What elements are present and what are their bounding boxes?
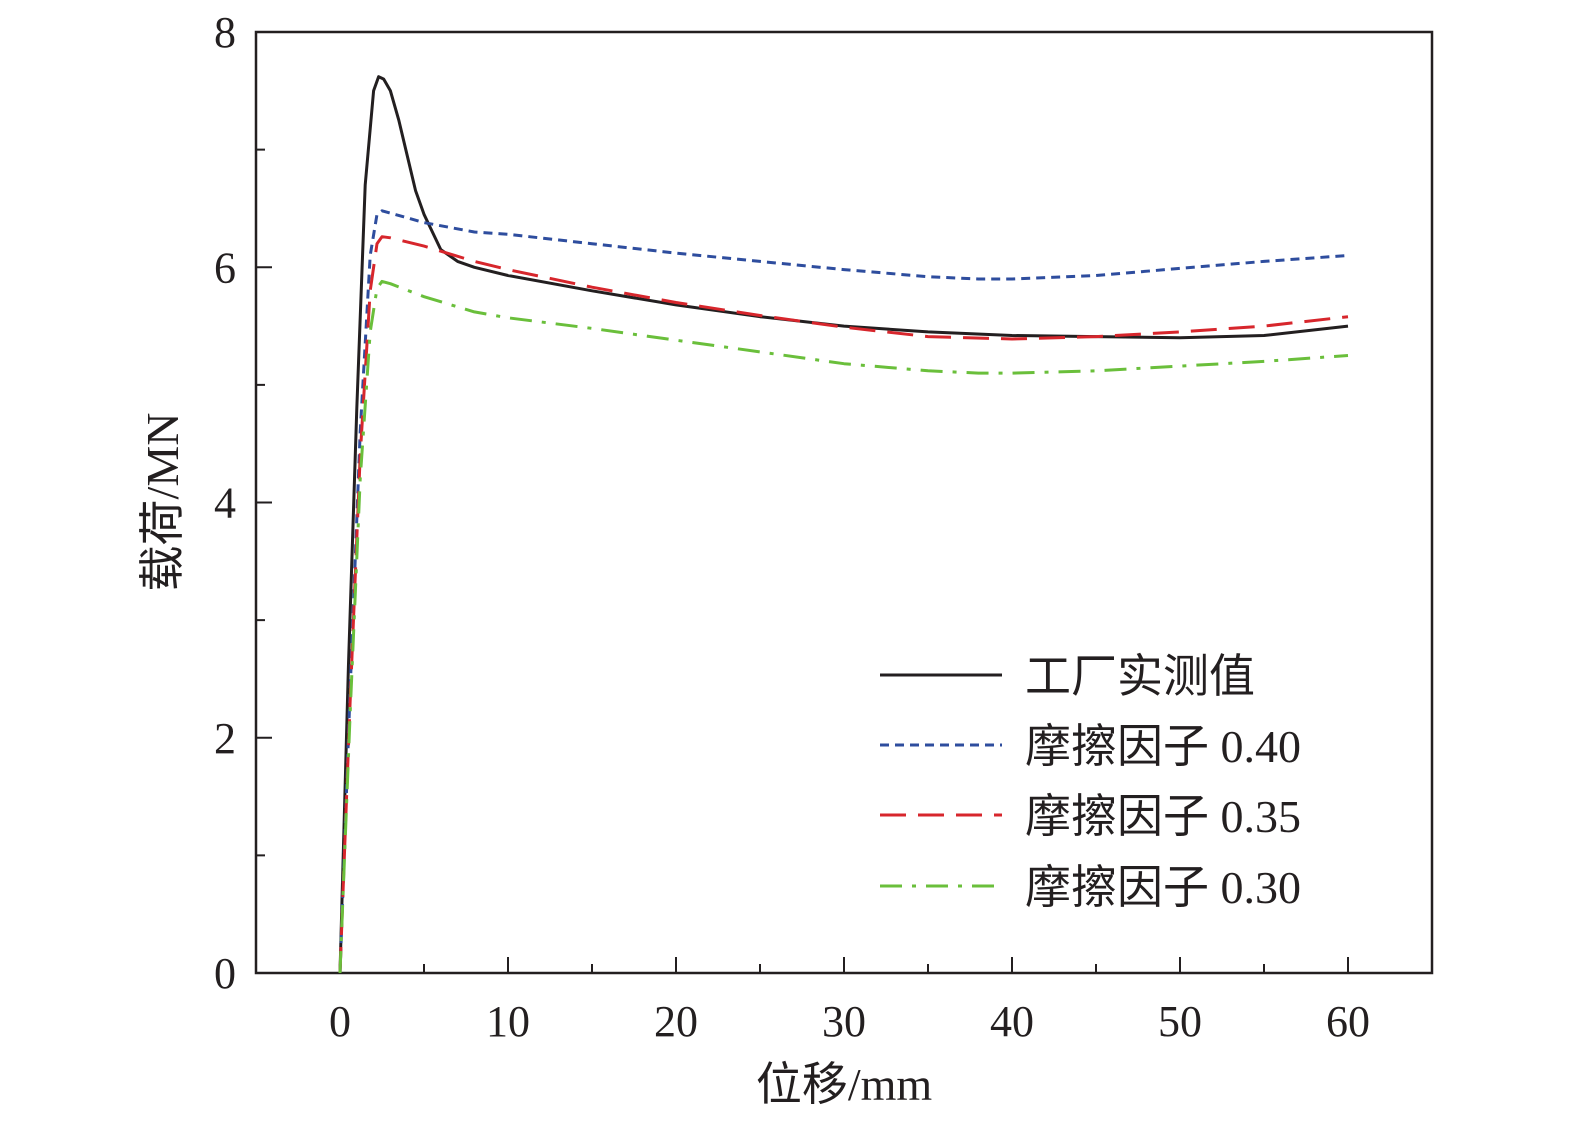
series-line-2	[338, 235, 1349, 974]
y-tick-label: 6	[214, 243, 236, 292]
series-line-0	[338, 75, 1349, 974]
axis-ticks	[255, 31, 1433, 974]
x-tick-label: 0	[329, 997, 351, 1046]
y-tick-label: 4	[214, 479, 236, 528]
x-tick-label: 10	[486, 997, 530, 1046]
y-tick-label: 8	[214, 8, 236, 57]
x-axis-title: 位移/mm	[756, 1059, 933, 1110]
y-axis-title: 载荷/MN	[137, 413, 188, 592]
series-line-1	[338, 209, 1349, 974]
x-tick-label: 20	[654, 997, 698, 1046]
series-line-3	[338, 279, 1349, 974]
series-group	[338, 75, 1349, 974]
tick-labels: 0 10 20 30 40 50 60 0 2 4 6 8	[214, 8, 1370, 1046]
x-tick-label: 60	[1326, 997, 1370, 1046]
x-tick-label: 30	[822, 997, 866, 1046]
legend-label-friction-040: 摩擦因子 0.40	[1025, 721, 1301, 772]
x-tick-label: 50	[1158, 997, 1202, 1046]
legend-label-friction-035: 摩擦因子 0.35	[1025, 791, 1301, 842]
y-tick-label: 2	[214, 714, 236, 763]
legend-label-measured: 工厂实测值	[1025, 651, 1255, 702]
legend-label-friction-030: 摩擦因子 0.30	[1025, 862, 1301, 913]
legend: 工厂实测值 摩擦因子 0.40 摩擦因子 0.35 摩擦因子 0.30	[880, 651, 1301, 913]
y-tick-label: 0	[214, 949, 236, 998]
x-tick-label: 40	[990, 997, 1034, 1046]
